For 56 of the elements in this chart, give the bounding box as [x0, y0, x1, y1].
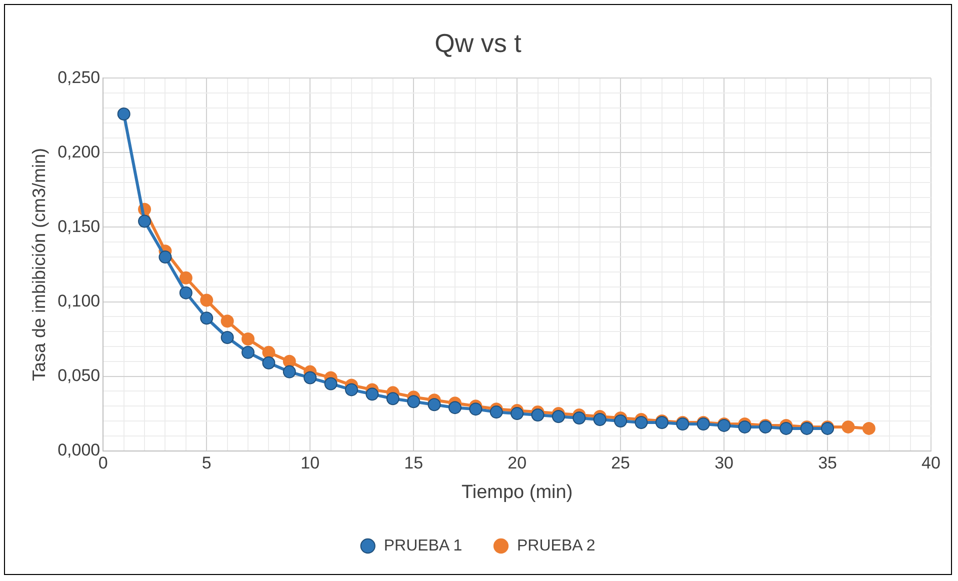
point [366, 388, 379, 401]
point [634, 416, 648, 429]
point [469, 402, 482, 416]
point [593, 413, 606, 426]
point [117, 107, 130, 120]
point [842, 420, 855, 434]
point [448, 401, 462, 414]
point [282, 365, 296, 378]
x-tick-label: 5 [202, 454, 212, 473]
x-tick-label: 35 [818, 454, 837, 473]
y-tick-label: 0,000 [58, 440, 100, 460]
point [510, 407, 524, 420]
point [345, 383, 358, 396]
point [200, 312, 214, 325]
point [614, 414, 628, 428]
point [572, 412, 586, 425]
chart-title: Qw vs t [434, 28, 522, 58]
y-axis-title: Tasa de imbibición (cm3/min) [28, 148, 49, 382]
x-axis-title: Tiempo (min) [461, 482, 573, 503]
point [262, 356, 276, 370]
point [179, 271, 192, 284]
point [428, 398, 441, 412]
point [324, 377, 338, 390]
y-tick-label: 0,200 [58, 142, 100, 162]
point [138, 214, 152, 228]
point [282, 354, 296, 368]
y-tick-label: 0,150 [58, 216, 100, 236]
x-tick-label: 20 [508, 454, 527, 473]
point [179, 286, 192, 300]
point [780, 422, 793, 435]
point [242, 346, 255, 359]
legend-label: PRUEBA 2 [517, 537, 596, 554]
y-tick-label: 0,250 [58, 68, 100, 87]
x-tick-label: 15 [404, 454, 424, 473]
point [386, 392, 400, 406]
point [862, 422, 876, 435]
point [200, 294, 214, 307]
point [220, 314, 234, 328]
x-tick-label: 40 [922, 454, 940, 473]
point [490, 406, 503, 419]
legend-label: PRUEBA 1 [384, 537, 462, 554]
point [220, 331, 234, 344]
point [304, 371, 317, 384]
x-tick-label: 30 [714, 454, 734, 473]
point [262, 346, 276, 359]
x-tick-label: 25 [611, 454, 630, 473]
point [242, 332, 255, 346]
y-tick-label: 0,100 [58, 291, 100, 310]
x-tick-label: 10 [300, 454, 320, 473]
point [738, 420, 752, 434]
point [407, 395, 420, 408]
point [552, 410, 565, 424]
point [158, 250, 172, 264]
point [531, 408, 544, 422]
y-tick-label: 0,050 [58, 366, 100, 385]
x-tick-label: 0 [98, 454, 108, 473]
